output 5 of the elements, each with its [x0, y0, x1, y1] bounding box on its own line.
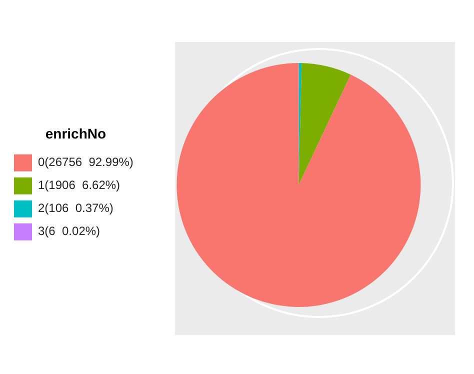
legend-label: 1(1906 6.62%)	[38, 178, 120, 192]
legend-label: 3(6 0.02%)	[38, 224, 100, 238]
legend-label: 2(106 0.37%)	[38, 201, 114, 216]
legend-title: enrichNo	[45, 125, 106, 142]
legend-label: 0(26756 92.99%)	[38, 155, 134, 170]
